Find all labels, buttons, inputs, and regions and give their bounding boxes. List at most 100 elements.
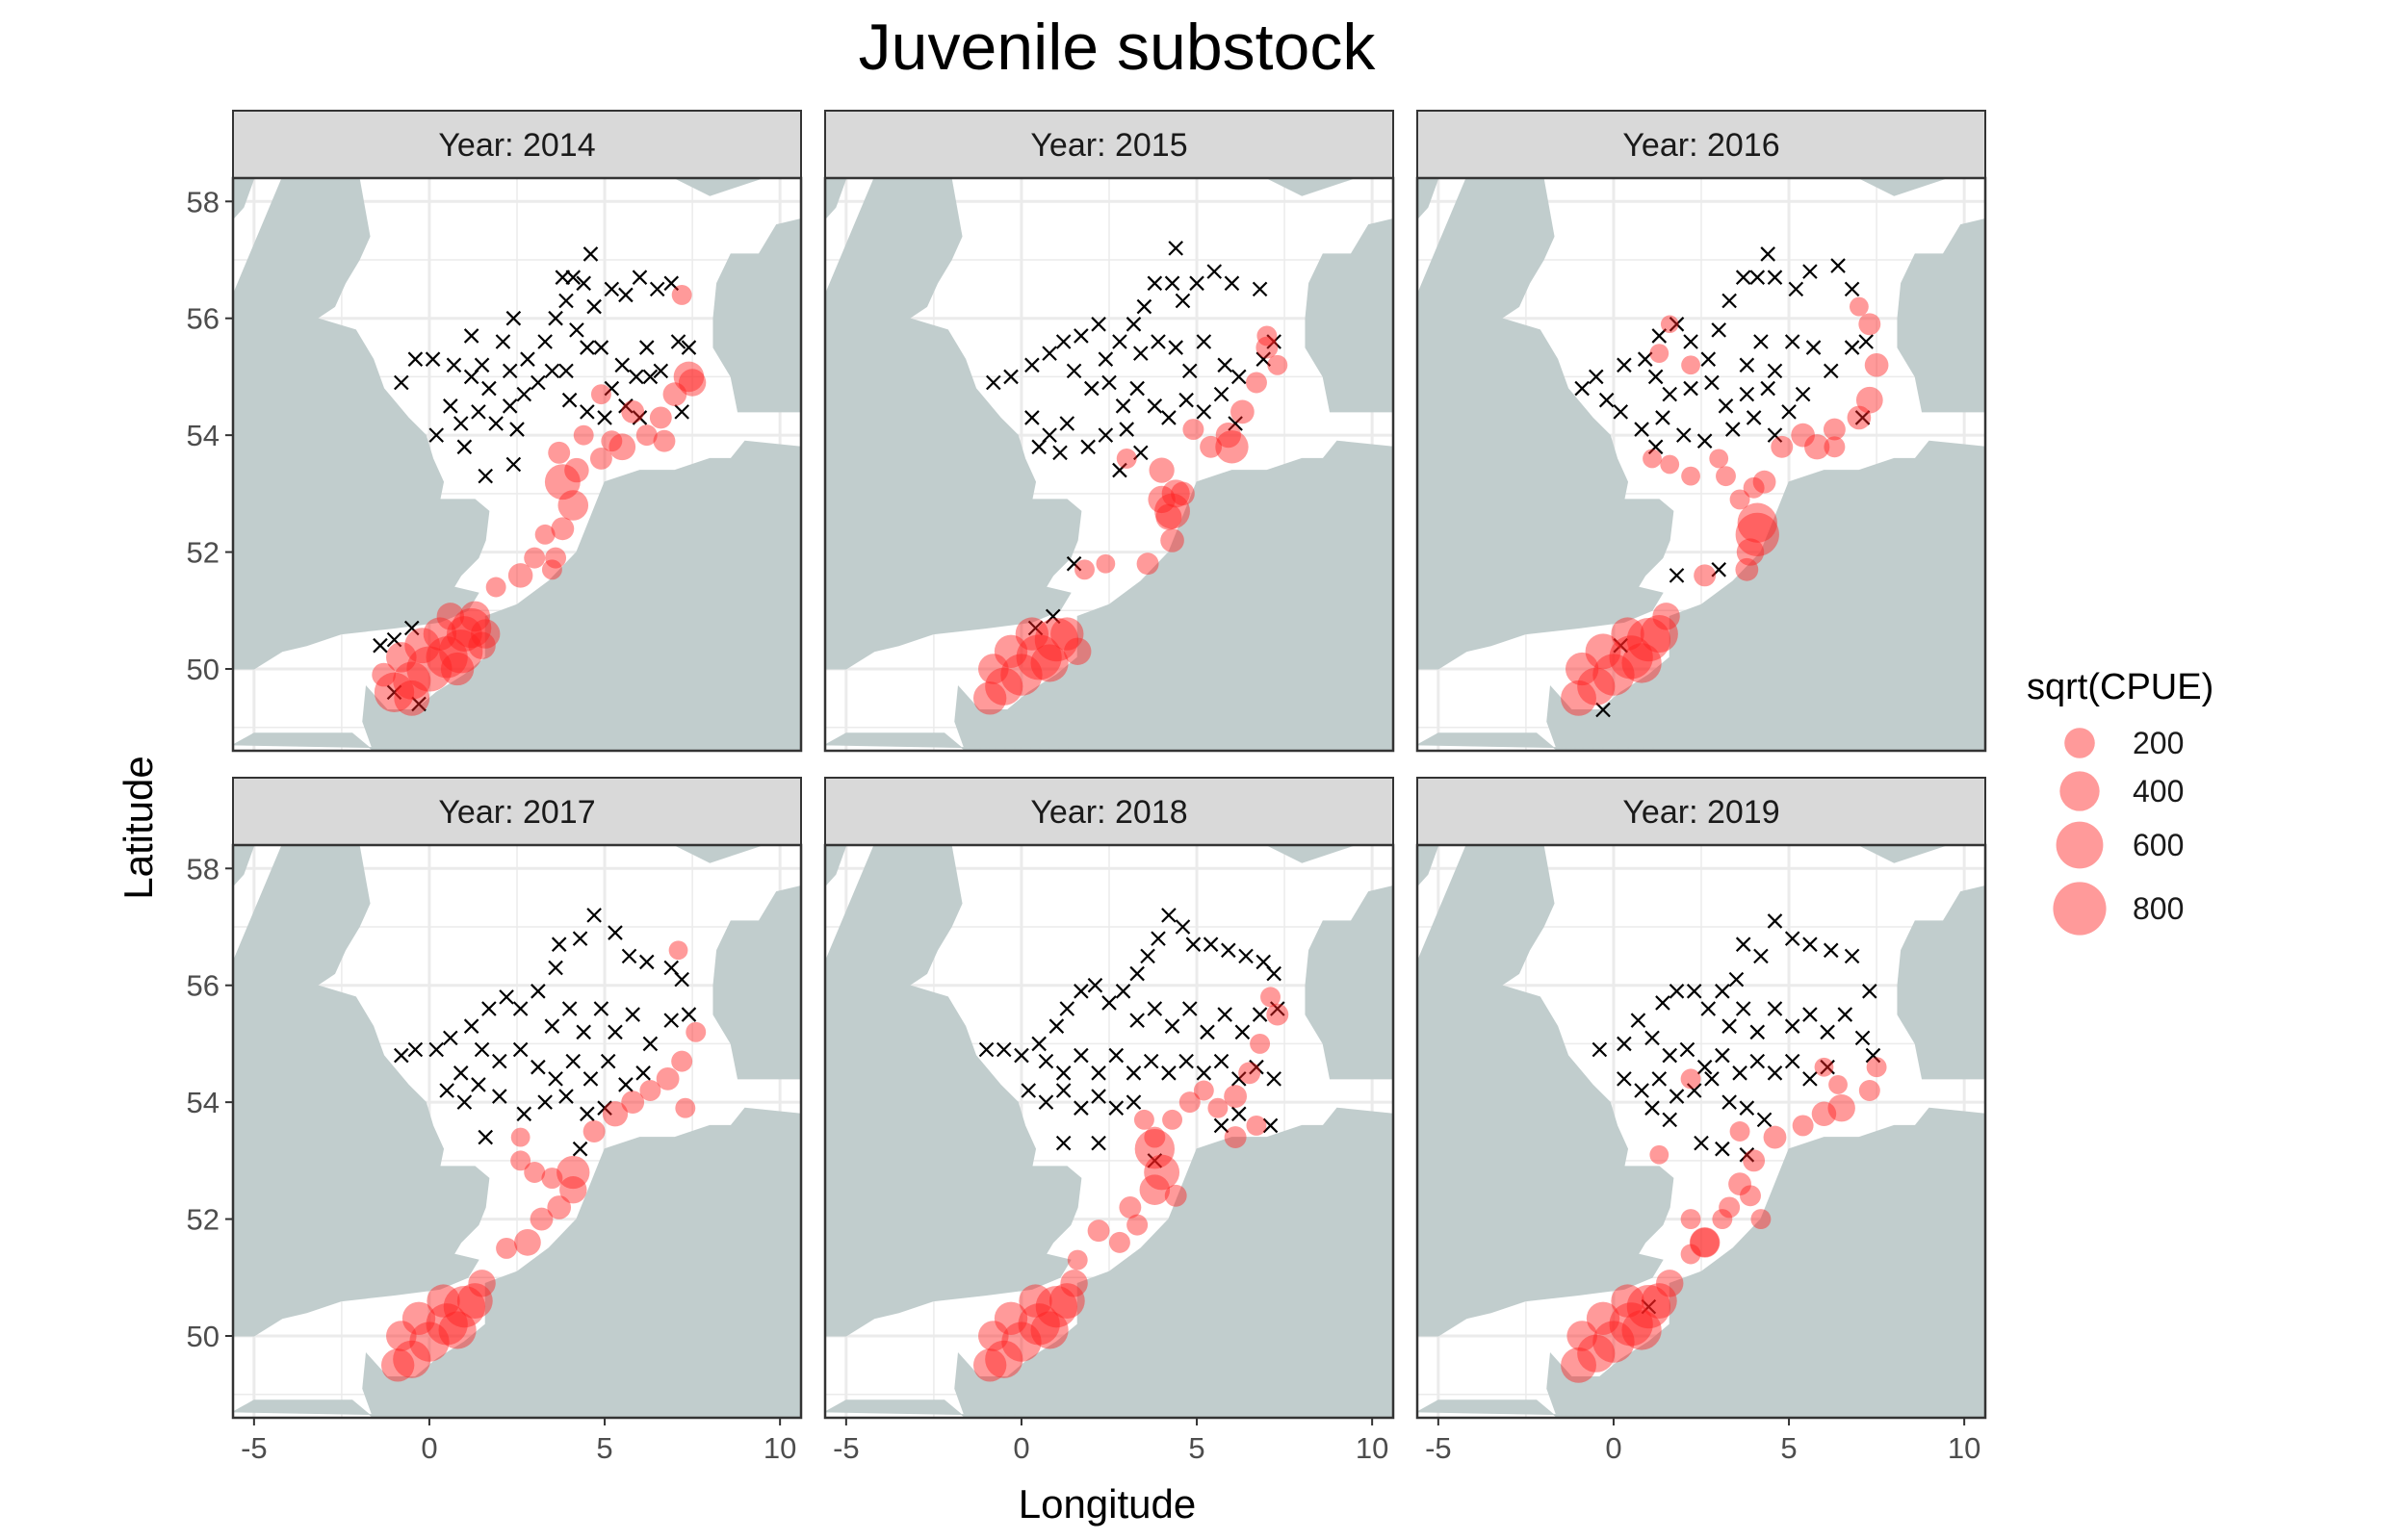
panel-plot-area bbox=[1417, 178, 1985, 751]
catch-circle bbox=[1035, 1285, 1078, 1328]
zero-catch-marker bbox=[1052, 445, 1068, 461]
zero-catch-marker bbox=[1746, 410, 1762, 425]
catch-circle bbox=[1030, 1311, 1069, 1349]
zero-catch-marker bbox=[561, 1001, 578, 1016]
zero-catch-marker bbox=[1704, 374, 1720, 391]
catch-circle bbox=[601, 430, 623, 452]
zero-catch-marker bbox=[1252, 1007, 1268, 1022]
catch-circle bbox=[1681, 355, 1700, 375]
zero-catch-marker bbox=[1126, 1065, 1142, 1081]
catch-circle bbox=[524, 1162, 546, 1183]
y-tick-label: 54 bbox=[187, 419, 220, 452]
catch-circle bbox=[451, 607, 492, 649]
zero-catch-marker bbox=[1024, 410, 1040, 425]
zero-catch-marker bbox=[1185, 937, 1202, 952]
zero-catch-marker bbox=[1101, 995, 1117, 1011]
catch-circle bbox=[1791, 423, 1815, 448]
catch-circle bbox=[1660, 454, 1680, 475]
zero-catch-marker bbox=[1651, 328, 1668, 344]
zero-catch-marker bbox=[1844, 948, 1860, 964]
y-tick-label: 52 bbox=[187, 536, 220, 570]
zero-catch-marker bbox=[1718, 398, 1734, 414]
zero-catch-marker bbox=[1161, 410, 1177, 425]
zero-catch-marker bbox=[1760, 246, 1775, 262]
zero-catch-marker bbox=[1024, 357, 1040, 373]
catch-circle bbox=[1689, 1227, 1721, 1258]
zero-catch-marker bbox=[1617, 1036, 1632, 1052]
catch-circle bbox=[1681, 466, 1700, 486]
catch-circle bbox=[446, 616, 482, 653]
zero-catch-marker bbox=[548, 960, 563, 976]
legend-key-circle bbox=[2056, 821, 2104, 869]
zero-catch-marker bbox=[1732, 1065, 1747, 1081]
land-polygon bbox=[825, 1399, 1149, 1418]
catch-circle bbox=[468, 1270, 496, 1297]
zero-catch-marker bbox=[1181, 1001, 1198, 1016]
zero-catch-marker bbox=[456, 1094, 473, 1110]
land-polygon bbox=[825, 732, 1149, 751]
catch-circle bbox=[426, 636, 468, 679]
zero-catch-marker bbox=[1820, 1059, 1835, 1075]
zero-catch-marker bbox=[1074, 1100, 1089, 1116]
zero-catch-marker bbox=[1200, 1024, 1215, 1040]
zero-catch-marker bbox=[663, 1013, 680, 1028]
catch-circle bbox=[1823, 418, 1846, 441]
zero-catch-marker bbox=[558, 363, 574, 379]
catch-circle bbox=[1652, 603, 1680, 630]
zero-catch-marker bbox=[642, 1036, 659, 1052]
catch-circle bbox=[649, 406, 672, 429]
zero-catch-marker bbox=[1767, 913, 1783, 929]
zero-catch-marker bbox=[1164, 1018, 1180, 1034]
zero-catch-marker bbox=[580, 340, 595, 355]
zero-catch-marker bbox=[1175, 919, 1191, 935]
zero-catch-marker bbox=[1630, 1013, 1646, 1028]
catch-circle bbox=[1074, 559, 1095, 580]
catch-circle bbox=[1640, 614, 1678, 654]
catch-circle bbox=[1750, 1209, 1772, 1230]
zero-catch-marker bbox=[1074, 1047, 1089, 1064]
zero-catch-marker bbox=[565, 270, 582, 285]
x-tick-label: 5 bbox=[596, 1431, 612, 1465]
zero-catch-marker bbox=[1704, 1071, 1720, 1087]
catch-circle bbox=[1858, 313, 1881, 336]
panel-plot-area bbox=[1417, 845, 1985, 1418]
zero-catch-marker bbox=[1119, 422, 1134, 437]
zero-catch-marker bbox=[1696, 433, 1713, 449]
catch-circle bbox=[1160, 528, 1184, 552]
catch-circle bbox=[1126, 1214, 1149, 1236]
land-polygon bbox=[1417, 178, 1674, 670]
land-polygon bbox=[1858, 845, 1948, 863]
land-polygon bbox=[233, 845, 255, 887]
zero-catch-marker bbox=[681, 340, 697, 355]
zero-catch-marker bbox=[531, 374, 546, 391]
facet-strip bbox=[824, 110, 1394, 179]
catch-circle bbox=[393, 1340, 431, 1378]
zero-catch-marker bbox=[1031, 439, 1047, 455]
zero-catch-marker bbox=[1217, 357, 1232, 373]
zero-catch-marker bbox=[1651, 1071, 1668, 1087]
catch-circle bbox=[1178, 1091, 1201, 1114]
catch-circle bbox=[406, 646, 453, 692]
catch-circle bbox=[1712, 1209, 1733, 1230]
catch-circle bbox=[423, 617, 457, 651]
catch-circle bbox=[671, 1050, 693, 1072]
land-polygon bbox=[674, 845, 764, 863]
zero-catch-marker bbox=[1003, 369, 1019, 385]
catch-circle bbox=[589, 447, 612, 470]
catch-circle bbox=[1136, 552, 1159, 576]
zero-catch-marker bbox=[580, 404, 595, 420]
zero-catch-marker bbox=[1662, 386, 1677, 402]
zero-catch-marker bbox=[1045, 608, 1061, 625]
catch-circle bbox=[1743, 1149, 1766, 1172]
catch-circle bbox=[534, 524, 556, 545]
zero-catch-marker bbox=[1781, 404, 1797, 420]
zero-catch-marker bbox=[1266, 1071, 1281, 1087]
zero-catch-marker bbox=[1164, 275, 1180, 292]
land-polygon bbox=[362, 440, 801, 751]
zero-catch-marker bbox=[1168, 241, 1183, 256]
catch-circle bbox=[985, 1340, 1023, 1378]
catch-circle bbox=[1245, 372, 1267, 394]
zero-catch-marker bbox=[1647, 439, 1664, 455]
catch-circle bbox=[972, 681, 1007, 715]
size-legend: sqrt(CPUE) 200 400 600 800 bbox=[2027, 667, 2213, 936]
